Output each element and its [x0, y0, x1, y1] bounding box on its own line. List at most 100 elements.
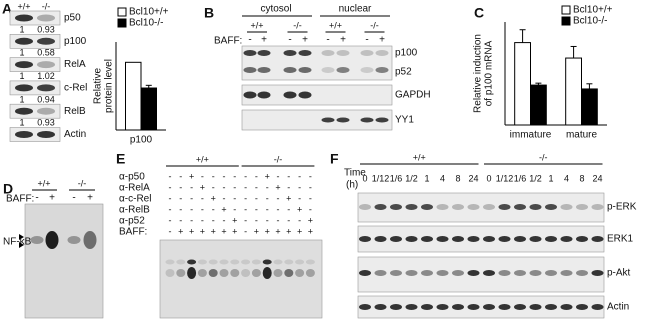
bar: [581, 88, 598, 126]
band: [83, 231, 97, 249]
condition-sign: +: [297, 204, 302, 214]
condition-sign: -: [266, 182, 269, 192]
condition-sign: -: [169, 226, 172, 236]
band: [467, 270, 480, 276]
baff-sign: -: [35, 193, 38, 204]
band: [257, 67, 271, 73]
band: [483, 236, 495, 242]
band-label: NF-κB: [3, 237, 32, 248]
time-value: 24: [592, 173, 602, 183]
band: [45, 231, 59, 249]
band: [219, 269, 229, 277]
condition-sign: -: [201, 171, 204, 181]
time-value: 1: [424, 173, 429, 183]
condition-sign: -: [212, 215, 215, 225]
panel-letter: D: [3, 181, 13, 197]
condition-sign: +: [254, 226, 259, 236]
time-value: 0: [486, 173, 491, 183]
band: [197, 269, 207, 277]
band: [284, 269, 294, 277]
band: [405, 236, 418, 242]
condition-sign: -: [298, 215, 301, 225]
band: [421, 204, 433, 210]
band: [15, 61, 33, 69]
legend-label: Bcl10-/-: [129, 18, 163, 29]
band: [219, 259, 229, 265]
band: [452, 304, 464, 310]
band: [243, 91, 257, 99]
condition-sign: -: [223, 171, 226, 181]
condition-sign: +: [211, 193, 216, 203]
band: [15, 14, 33, 22]
band: [560, 304, 573, 310]
band: [576, 304, 588, 310]
genotype-label: +/+: [329, 20, 342, 30]
legend-swatch: [561, 5, 571, 15]
arrow: [19, 234, 24, 248]
band: [467, 236, 480, 242]
band: [374, 236, 387, 242]
band: [273, 259, 283, 265]
band: [176, 269, 186, 277]
band: [390, 236, 402, 242]
band: [359, 204, 371, 210]
band: [374, 204, 387, 210]
row-label: GAPDH: [395, 90, 431, 101]
legend-label: Bcl10+/+: [129, 7, 169, 18]
condition-sign: -: [287, 215, 290, 225]
row-label: p100: [64, 36, 87, 47]
condition-sign: -: [212, 204, 215, 214]
condition-sign: -: [244, 215, 247, 225]
band: [321, 117, 335, 123]
condition-sign: -: [309, 171, 312, 181]
band: [208, 259, 218, 265]
genotype-label: +/+: [250, 20, 263, 30]
panel-letter: A: [2, 1, 12, 17]
band: [257, 50, 271, 56]
condition-sign: -: [309, 204, 312, 214]
time-value: 4: [564, 173, 569, 183]
baff-sign: -: [72, 193, 75, 204]
band: [295, 259, 305, 265]
band: [37, 84, 55, 92]
time-value: 8: [455, 173, 460, 183]
band: [243, 67, 257, 73]
genotype-label: -/-: [539, 152, 548, 162]
band: [514, 236, 526, 242]
band: [360, 67, 374, 73]
band: [374, 304, 387, 310]
genotype-label: +/+: [17, 1, 30, 11]
condition-sign: -: [277, 215, 280, 225]
band: [452, 236, 464, 242]
condition-sign: -: [201, 215, 204, 225]
genotype-label: -/-: [370, 20, 379, 30]
time-value: 1/6: [390, 173, 403, 183]
band: [251, 259, 261, 265]
condition-sign: -: [298, 193, 301, 203]
condition-sign: -: [169, 193, 172, 203]
band: [336, 67, 350, 73]
band: [483, 204, 495, 210]
band: [305, 259, 315, 265]
x-tick-label: immature: [510, 130, 552, 141]
band: [421, 304, 433, 310]
band: [421, 236, 433, 242]
condition-sign: -: [169, 215, 172, 225]
condition-sign: -: [223, 182, 226, 192]
y-axis-label: of p100 mRNA: [484, 40, 495, 106]
time-value: 1/6: [514, 173, 527, 183]
row-label: BAFF:: [119, 227, 147, 238]
condition-sign: +: [232, 215, 237, 225]
blot: [24, 203, 104, 319]
genotype-label: +/+: [37, 178, 50, 188]
row-label: α-RelB: [119, 205, 150, 216]
quant-value: 1: [19, 118, 24, 128]
band: [359, 236, 371, 242]
band: [591, 204, 604, 210]
blot: [9, 33, 61, 49]
band: [514, 270, 526, 276]
time-value: 1/2: [405, 173, 418, 183]
band: [187, 259, 197, 265]
condition-sign: -: [201, 193, 204, 203]
band: [298, 91, 312, 99]
